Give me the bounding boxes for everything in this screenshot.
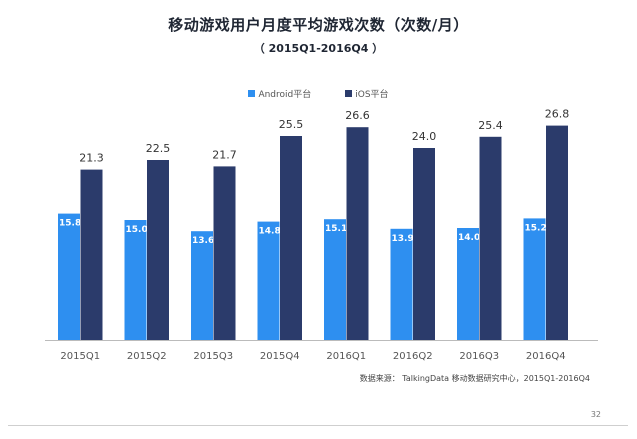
bar-android-2016Q3 [457,228,479,340]
data-source-note: 数据来源： TalkingData 移动数据研究中心，2015Q1-2016Q4 [359,374,590,383]
bar-android-2015Q3 [191,231,213,340]
data-label-android-2016Q3: 14.0 [458,233,480,243]
data-label-ios-2015Q2: 22.5 [146,142,171,155]
data-label-ios-2016Q3: 25.4 [478,119,503,132]
page-number: 32 [590,410,601,419]
x-tick-label-2015Q1: 2015Q1 [60,351,100,362]
legend-swatch-android [248,90,256,97]
legend-swatch-ios [345,90,353,97]
data-label-ios-2015Q4: 25.5 [279,118,304,131]
bar-ios-2016Q3 [479,136,502,340]
bar-ios-2015Q1 [80,169,103,340]
data-label-ios-2016Q1: 26.6 [345,109,370,122]
chart-subtitle: （ 2015Q1-2016Q4 ） [253,42,384,55]
bar-ios-2016Q2 [413,148,435,340]
bar-android-2015Q4 [257,221,280,340]
x-tick-label-2015Q3: 2015Q3 [193,351,233,362]
legend-item-ios: iOS平台 [345,87,389,100]
legend-label-ios: iOS平台 [355,90,389,100]
x-tick-label-2016Q1: 2016Q1 [326,351,366,362]
bar-ios-2016Q1 [346,127,369,340]
bar-ios-2015Q4 [280,136,302,340]
x-tick-label-2016Q2: 2016Q2 [393,351,433,362]
data-label-android-2015Q2: 15.0 [126,225,148,235]
legend-label-android: Android平台 [258,90,312,100]
bar-android-2015Q2 [124,220,147,340]
x-tick-label-2015Q2: 2015Q2 [127,351,167,362]
x-tick-label-2016Q3: 2016Q3 [459,351,499,362]
bar-ios-2016Q4 [546,125,568,340]
data-label-android-2015Q1: 15.8 [59,219,81,229]
chart-title: 移动游戏用户月度平均游戏次数（次数/月） [168,16,469,34]
data-label-ios-2016Q4: 26.8 [545,108,570,121]
bar-android-2016Q2 [390,228,413,340]
bar-ios-2015Q2 [147,160,169,340]
data-label-ios-2015Q3: 21.7 [212,148,237,161]
chart-legend: Android平台 iOS平台 [0,87,637,100]
data-label-android-2015Q3: 13.6 [192,236,214,246]
data-label-ios-2016Q2: 24.0 [412,130,437,143]
bar-android-2015Q1 [58,213,80,340]
legend-item-android: Android平台 [248,87,311,100]
footer-divider [8,425,628,426]
bar-ios-2015Q3 [213,166,236,340]
x-tick-label-2015Q4: 2015Q4 [260,351,300,362]
data-label-android-2016Q4: 15.2 [525,223,547,233]
bar-android-2016Q1 [324,219,346,340]
data-label-android-2016Q1: 15.1 [325,224,347,234]
data-label-android-2015Q4: 14.8 [259,227,281,237]
data-label-ios-2015Q1: 21.3 [79,152,104,165]
data-label-android-2016Q2: 13.9 [392,234,414,244]
x-tick-label-2016Q4: 2016Q4 [526,351,566,362]
bar-android-2016Q4 [523,218,546,340]
